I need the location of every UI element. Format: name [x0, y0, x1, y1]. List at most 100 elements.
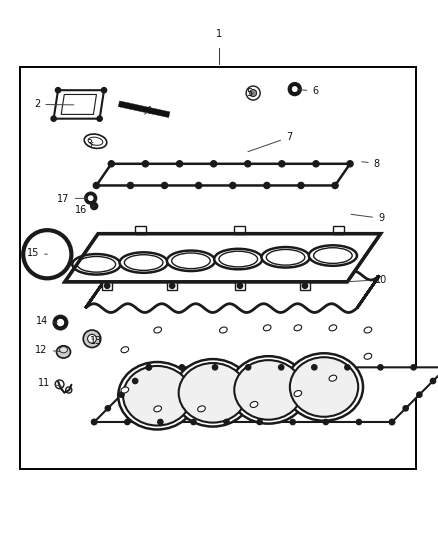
- Circle shape: [302, 283, 307, 288]
- Text: 17: 17: [57, 193, 88, 204]
- Circle shape: [85, 193, 96, 204]
- Circle shape: [146, 365, 152, 370]
- Polygon shape: [96, 164, 350, 185]
- Ellipse shape: [179, 363, 247, 423]
- Circle shape: [88, 196, 93, 200]
- Circle shape: [177, 161, 183, 167]
- Ellipse shape: [84, 134, 107, 148]
- Circle shape: [279, 365, 284, 370]
- Circle shape: [101, 87, 106, 93]
- Ellipse shape: [219, 327, 227, 333]
- Polygon shape: [65, 233, 381, 282]
- Ellipse shape: [154, 327, 162, 333]
- Circle shape: [245, 365, 251, 370]
- Ellipse shape: [118, 362, 196, 430]
- Circle shape: [378, 365, 383, 370]
- Text: 3: 3: [87, 139, 93, 149]
- Text: 13: 13: [90, 336, 102, 346]
- Text: 9: 9: [351, 213, 384, 223]
- Ellipse shape: [174, 359, 252, 426]
- Circle shape: [264, 182, 270, 189]
- Circle shape: [179, 365, 184, 370]
- Bar: [333, 226, 343, 233]
- Circle shape: [403, 406, 408, 411]
- Ellipse shape: [261, 247, 310, 268]
- Text: 5: 5: [247, 88, 253, 99]
- Circle shape: [108, 161, 114, 167]
- Circle shape: [224, 419, 229, 425]
- Polygon shape: [118, 101, 170, 118]
- Circle shape: [133, 378, 138, 384]
- Ellipse shape: [214, 249, 262, 269]
- Circle shape: [279, 161, 285, 167]
- Circle shape: [356, 419, 361, 425]
- Circle shape: [170, 283, 175, 288]
- Ellipse shape: [120, 252, 168, 273]
- Ellipse shape: [294, 391, 302, 397]
- Ellipse shape: [250, 401, 258, 407]
- Circle shape: [51, 116, 56, 122]
- Circle shape: [332, 182, 338, 189]
- Circle shape: [212, 365, 218, 370]
- Ellipse shape: [57, 346, 71, 358]
- Bar: [102, 282, 113, 290]
- Circle shape: [162, 182, 168, 189]
- Circle shape: [119, 392, 124, 397]
- Circle shape: [292, 86, 297, 92]
- Text: 16: 16: [75, 205, 94, 215]
- Polygon shape: [53, 90, 104, 119]
- Text: 2: 2: [34, 100, 74, 109]
- Circle shape: [196, 182, 202, 189]
- Ellipse shape: [309, 245, 357, 266]
- Ellipse shape: [263, 325, 271, 331]
- Circle shape: [230, 182, 236, 189]
- Circle shape: [55, 87, 60, 93]
- Text: 4: 4: [145, 106, 152, 116]
- Circle shape: [347, 161, 353, 167]
- Circle shape: [92, 419, 97, 425]
- Text: 6: 6: [297, 86, 318, 96]
- Circle shape: [257, 419, 262, 425]
- Circle shape: [142, 161, 148, 167]
- Ellipse shape: [234, 360, 303, 419]
- Ellipse shape: [154, 406, 162, 412]
- Ellipse shape: [72, 254, 120, 274]
- Bar: [234, 226, 244, 233]
- Circle shape: [417, 392, 422, 397]
- Bar: [135, 226, 146, 233]
- Circle shape: [54, 316, 67, 329]
- Circle shape: [345, 365, 350, 370]
- Polygon shape: [94, 367, 438, 422]
- Ellipse shape: [290, 357, 358, 417]
- Circle shape: [146, 365, 152, 370]
- Text: 14: 14: [35, 316, 58, 326]
- Circle shape: [389, 419, 395, 425]
- Bar: [167, 282, 177, 290]
- Circle shape: [88, 334, 96, 343]
- Text: 8: 8: [362, 159, 380, 168]
- Ellipse shape: [60, 346, 67, 353]
- Circle shape: [289, 83, 301, 95]
- Circle shape: [83, 330, 101, 348]
- Ellipse shape: [294, 325, 302, 331]
- Circle shape: [93, 182, 99, 189]
- Circle shape: [245, 161, 251, 167]
- Circle shape: [91, 203, 98, 209]
- Circle shape: [246, 86, 260, 100]
- Circle shape: [105, 283, 110, 288]
- Ellipse shape: [167, 251, 215, 271]
- Circle shape: [237, 283, 243, 288]
- Circle shape: [312, 365, 317, 370]
- Text: 10: 10: [349, 274, 387, 285]
- Bar: [300, 282, 310, 290]
- Ellipse shape: [364, 353, 372, 359]
- Bar: [235, 282, 245, 290]
- Ellipse shape: [121, 347, 129, 353]
- Ellipse shape: [230, 356, 307, 424]
- Ellipse shape: [364, 327, 372, 333]
- Ellipse shape: [121, 387, 129, 393]
- Ellipse shape: [329, 375, 337, 381]
- Circle shape: [389, 419, 395, 425]
- Circle shape: [323, 419, 328, 425]
- Circle shape: [125, 419, 130, 425]
